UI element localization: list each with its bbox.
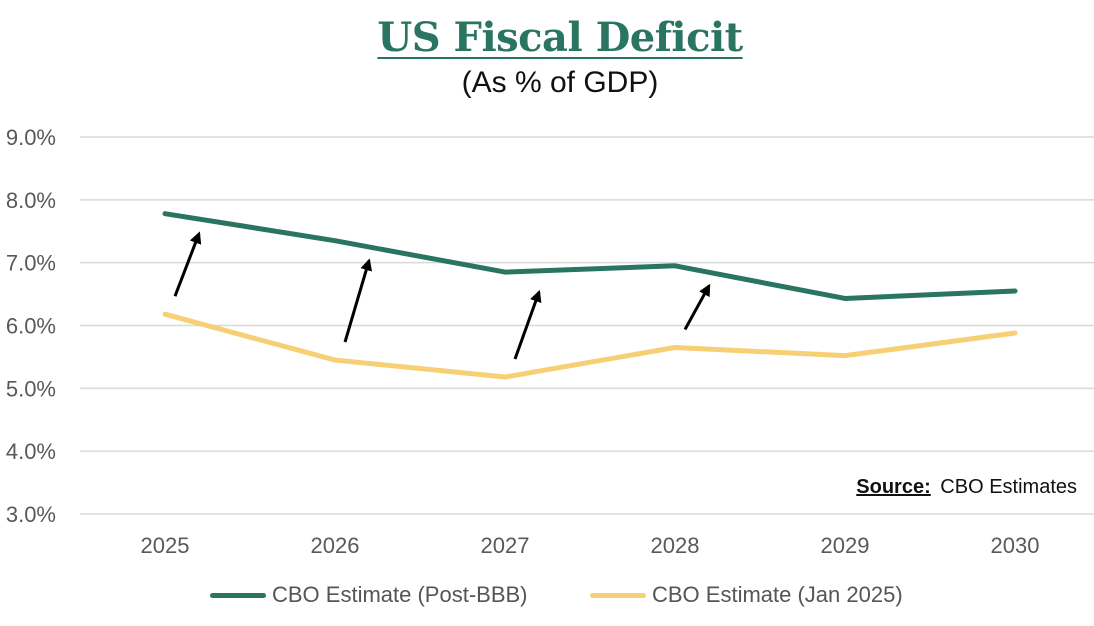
source-annotation: Source: CBO Estimates <box>856 476 1077 498</box>
x-tick-label: 2030 <box>991 533 1040 558</box>
increase-arrows <box>173 231 711 360</box>
y-tick-label: 9.0% <box>6 125 56 150</box>
x-tick-label: 2027 <box>481 533 530 558</box>
series-line-cbo-estimate-jan-2025 <box>162 311 1018 380</box>
source-label: Source: <box>856 476 930 498</box>
legend-label-jan-2025: CBO Estimate (Jan 2025) <box>652 582 903 607</box>
x-tick-label: 2026 <box>311 533 360 558</box>
chart-title: US Fiscal Deficit <box>377 14 743 61</box>
increase-arrow <box>173 231 202 297</box>
chart-legend: CBO Estimate (Post-BBB) CBO Estimate (Ja… <box>0 582 1094 612</box>
y-axis-tick-labels: 3.0% 4.0% 5.0% 6.0% 7.0% 8.0% 9.0% <box>6 125 56 527</box>
legend-swatch-post-bbb <box>210 592 266 598</box>
series-line-cbo-estimate-post-bbb <box>162 211 1018 301</box>
y-tick-label: 8.0% <box>6 188 56 213</box>
legend-label-post-bbb: CBO Estimate (Post-BBB) <box>272 582 528 607</box>
y-tick-label: 5.0% <box>6 376 56 401</box>
gridlines <box>80 136 1094 515</box>
increase-arrow <box>513 289 542 360</box>
legend-item-post-bbb: CBO Estimate (Post-BBB) <box>210 582 528 608</box>
source-text: CBO Estimates <box>940 476 1077 498</box>
series-lines <box>162 211 1018 380</box>
x-tick-label: 2025 <box>141 533 190 558</box>
y-tick-label: 4.0% <box>6 439 56 464</box>
chart-subtitle: (As % of GDP) <box>461 66 659 99</box>
x-tick-label: 2029 <box>821 533 870 558</box>
y-tick-label: 6.0% <box>6 314 56 339</box>
legend-swatch-jan-2025 <box>590 592 646 598</box>
y-tick-label: 3.0% <box>6 502 56 527</box>
increase-arrow <box>343 258 373 343</box>
y-tick-label: 7.0% <box>6 251 56 276</box>
x-axis-tick-labels: 2025 2026 2027 2028 2029 2030 <box>141 533 1040 558</box>
x-tick-label: 2028 <box>651 533 700 558</box>
legend-item-jan-2025: CBO Estimate (Jan 2025) <box>590 582 903 608</box>
increase-arrow <box>683 283 711 331</box>
